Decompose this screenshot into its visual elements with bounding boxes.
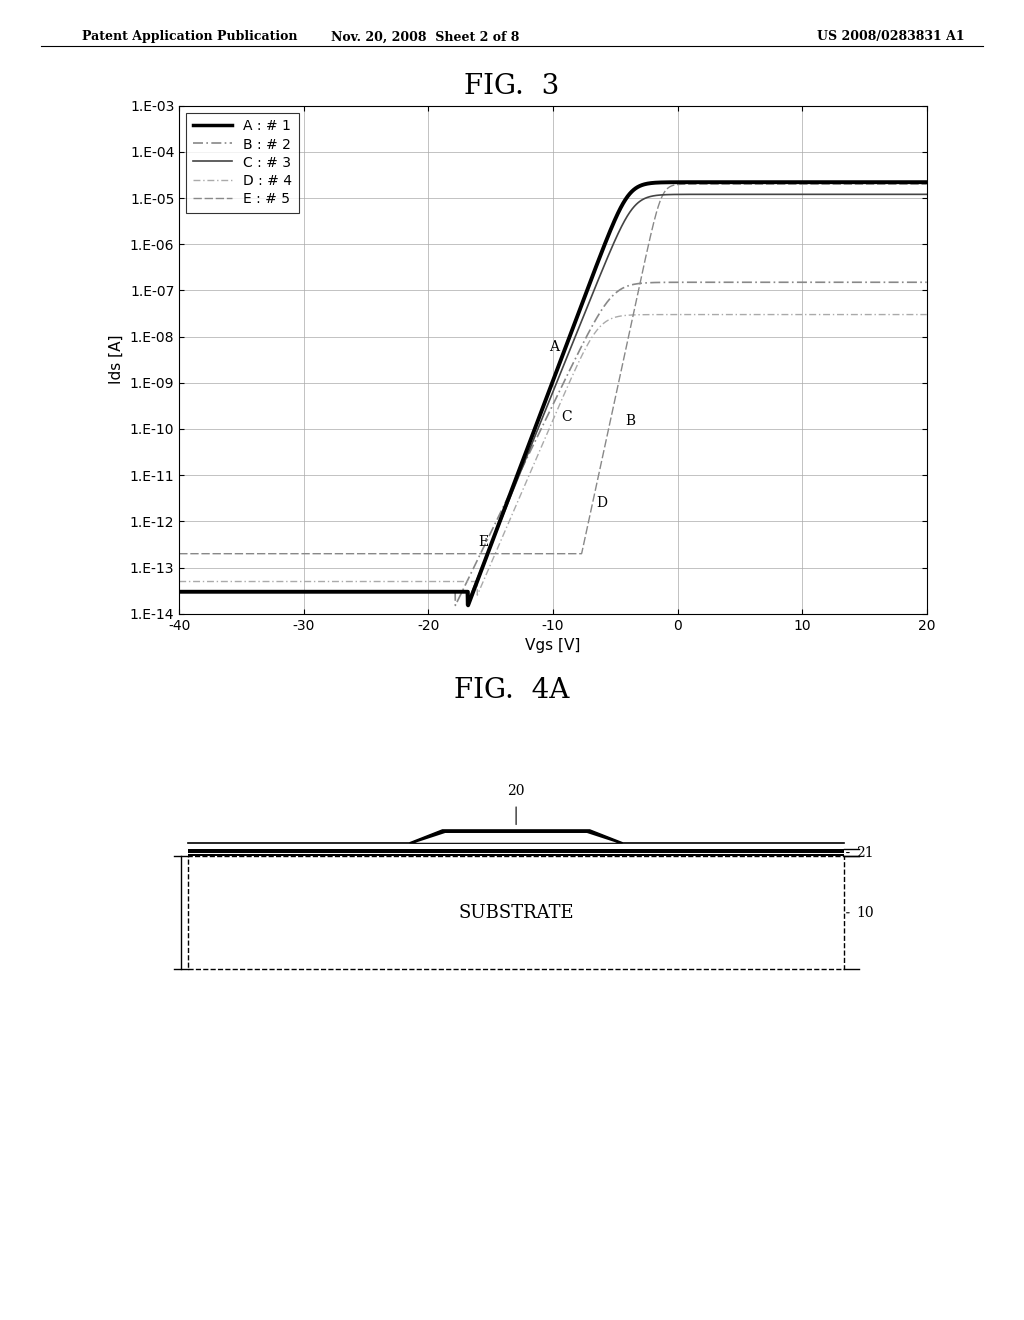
Text: FIG.  3: FIG. 3 [464,73,560,99]
Bar [188,857,844,969]
Y-axis label: Ids [A]: Ids [A] [110,335,124,384]
Text: US 2008/0283831 A1: US 2008/0283831 A1 [817,30,965,44]
Legend: A : # 1, B : # 2, C : # 3, D : # 4, E : # 5: A : # 1, B : # 2, C : # 3, D : # 4, E : … [186,112,299,213]
Text: D: D [597,496,607,511]
Text: Patent Application Publication: Patent Application Publication [82,30,297,44]
Bar [188,849,844,857]
Text: FIG.  4A: FIG. 4A [455,677,569,704]
Text: B: B [626,414,635,429]
X-axis label: Vgs [V]: Vgs [V] [525,638,581,653]
Text: C: C [562,411,572,424]
Text: Nov. 20, 2008  Sheet 2 of 8: Nov. 20, 2008 Sheet 2 of 8 [331,30,519,44]
Text: 21: 21 [856,846,873,859]
Polygon shape [410,830,623,842]
Text: E: E [478,535,488,549]
Text: 10: 10 [856,906,873,920]
Text: 20: 20 [507,784,525,799]
Text: SUBSTRATE: SUBSTRATE [459,904,573,921]
Polygon shape [416,833,616,842]
Text: A: A [549,339,559,354]
